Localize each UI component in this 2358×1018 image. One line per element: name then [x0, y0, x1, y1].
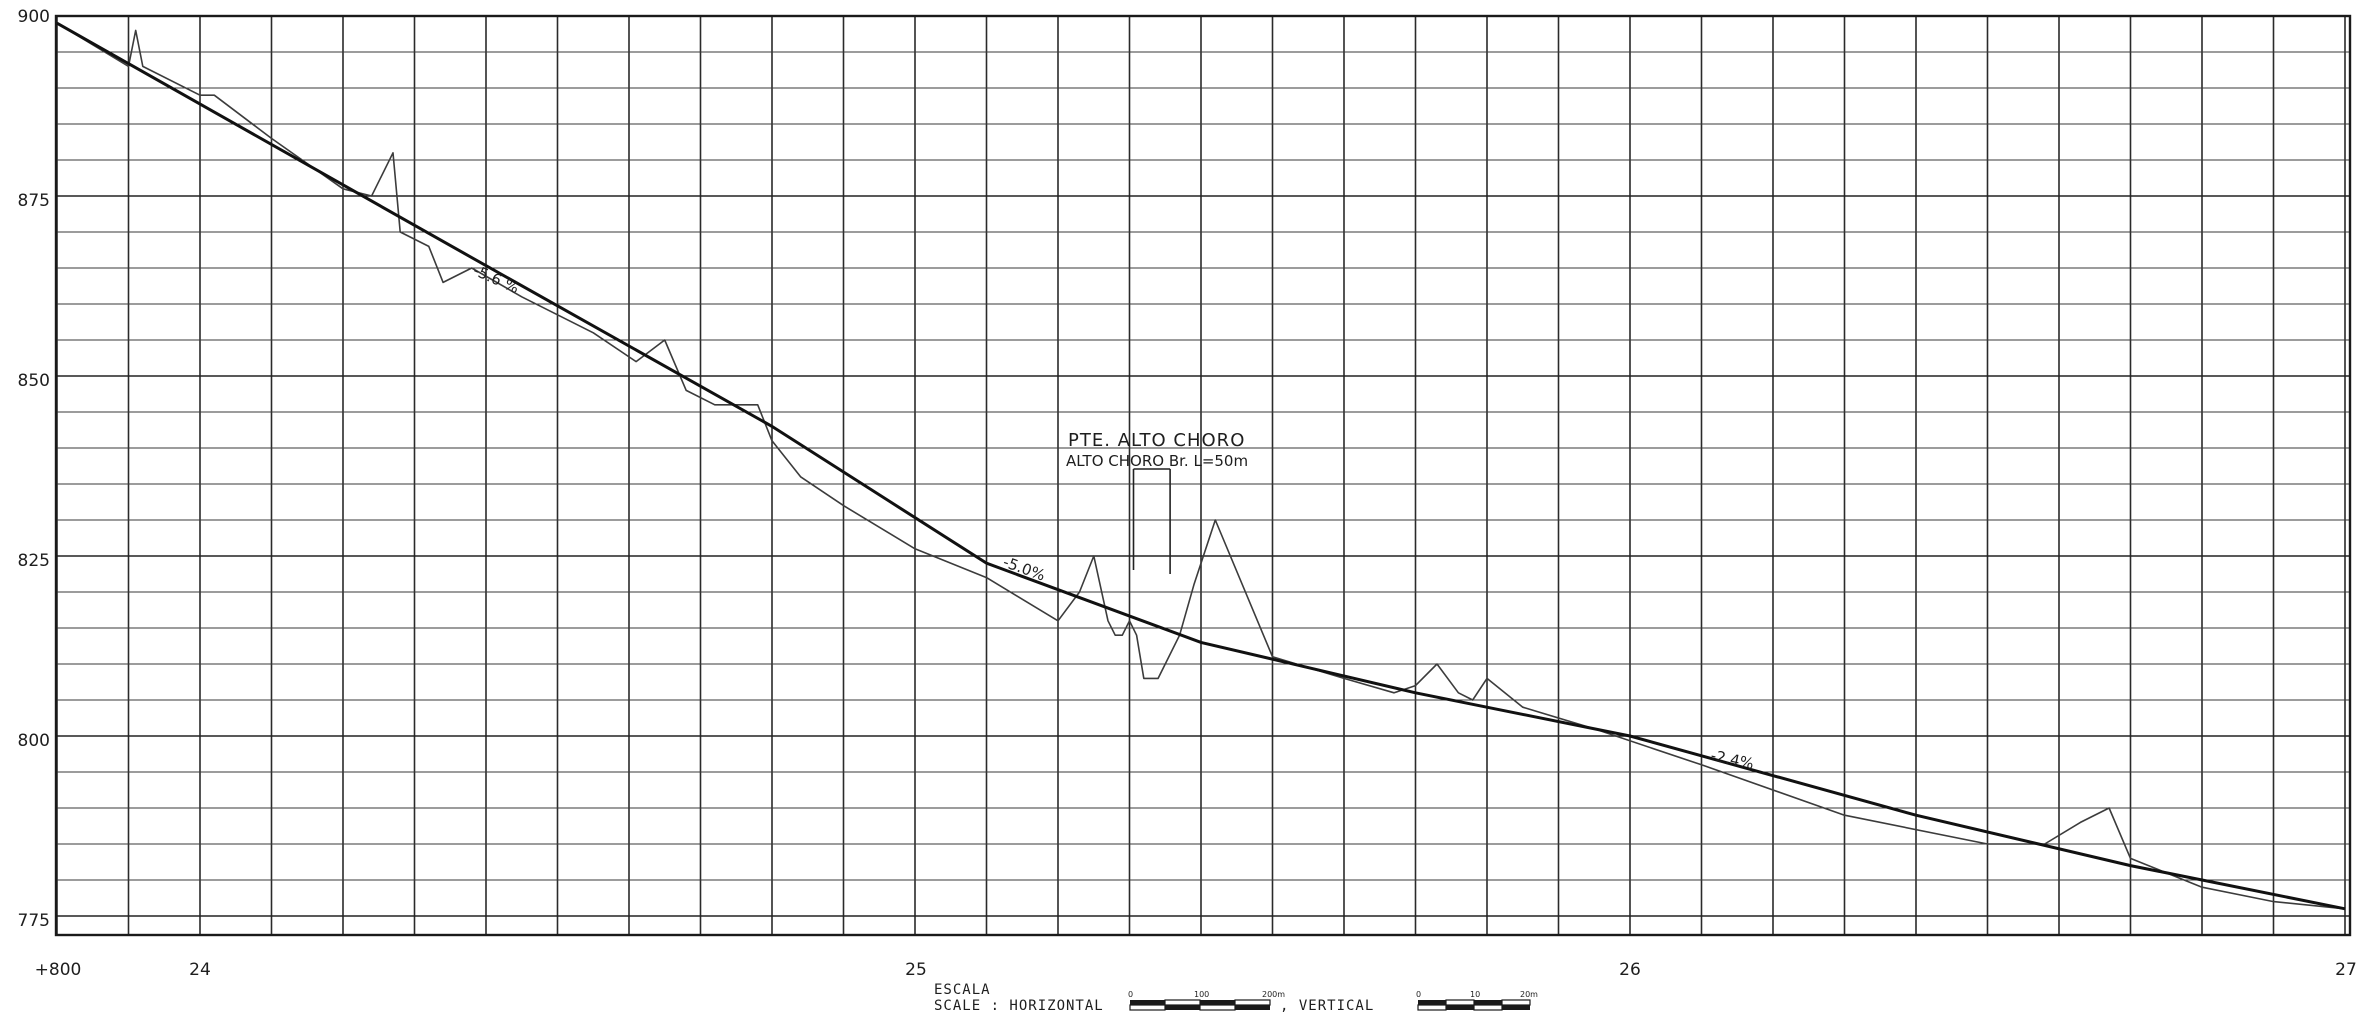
slope-labels: -5.6 % -5.0% -2.4% [470, 261, 1755, 773]
elevation-label-850: 850 [18, 371, 50, 391]
hscale-tick-200: 200m [1262, 990, 1285, 999]
vscale-tick-0: 0 [1416, 990, 1421, 999]
bridge-annotation: PTE. ALTO CHORO ALTO CHORO Br. L=50m [1066, 430, 1248, 574]
hscale-tick-0: 0 [1128, 990, 1133, 999]
station-label-27: 27 [2335, 960, 2357, 980]
elevation-label-900: 900 [18, 7, 50, 27]
ground-profile-line [56, 22, 2346, 910]
station-label-800: +800 [35, 960, 82, 980]
scale-block: ESCALA SCALE : HORIZONTAL 0 100 200m , V… [934, 982, 1538, 1014]
vscale-tick-20: 20m [1520, 990, 1538, 999]
vertical-scale-bar: 0 10 20m [1416, 990, 1538, 1011]
scale-vertical-label: , VERTICAL [1280, 998, 1374, 1014]
bridge-subtitle: ALTO CHORO Br. L=50m [1066, 452, 1248, 470]
station-label-25: 25 [905, 960, 927, 980]
slope-label-1: -5.6 % [470, 261, 521, 297]
profile-grid [56, 15, 2350, 935]
plot-frame [54, 14, 2352, 937]
scale-caption: SCALE : HORIZONTAL [934, 998, 1104, 1014]
station-label-26: 26 [1619, 960, 1641, 980]
hscale-tick-100: 100 [1194, 990, 1209, 999]
elevation-axis-labels: 900 875 850 825 800 775 [18, 7, 50, 931]
elevation-label-825: 825 [18, 551, 50, 571]
vscale-tick-10: 10 [1470, 990, 1480, 999]
elevation-label-800: 800 [18, 731, 50, 751]
slope-label-2: -5.0% [1001, 553, 1048, 585]
elevation-label-775: 775 [18, 911, 50, 931]
station-axis-labels: +800 24 25 26 27 [35, 960, 2357, 980]
grade-line [56, 21, 2346, 911]
scale-title: ESCALA [934, 982, 991, 998]
elevation-label-875: 875 [18, 191, 50, 211]
bridge-title: PTE. ALTO CHORO [1068, 430, 1245, 451]
horizontal-scale-bar: 0 100 200m [1128, 990, 1285, 1011]
station-label-24: 24 [189, 960, 211, 980]
slope-label-3: -2.4% [1709, 746, 1755, 773]
